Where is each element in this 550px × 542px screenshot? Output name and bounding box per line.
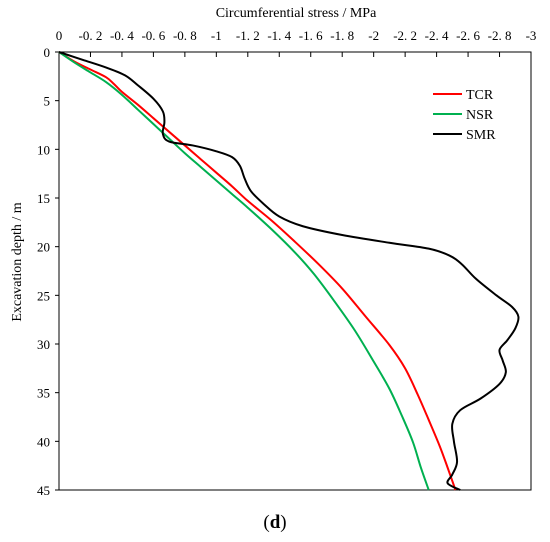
series-line-smr — [58, 51, 520, 491]
x-tick-label: -0. 4 — [110, 28, 134, 43]
x-tick-label: -2 — [368, 28, 379, 43]
x-tick-label: -2. 8 — [488, 28, 512, 43]
x-tick-label: -2. 4 — [425, 28, 449, 43]
x-axis-ticks: 0 -0. 2 -0. 4 -0. 6 -0. 8 -1 -1. 2 -1. 4 -1. 6 -1… — [56, 28, 537, 57]
x-tick-label: -2. 6 — [456, 28, 480, 43]
legend-label-nsr: NSR — [466, 108, 494, 123]
legend: TCR NSR SMR — [433, 88, 496, 143]
series-line-nsr — [58, 51, 430, 491]
x-tick-label: -1. 8 — [330, 28, 354, 43]
x-tick-label: -1. 6 — [299, 28, 323, 43]
legend-label-tcr: TCR — [466, 88, 494, 103]
caption-letter: d — [270, 512, 281, 533]
y-tick-label: 45 — [37, 483, 50, 498]
y-tick-label: 40 — [37, 434, 50, 449]
x-tick-label: 0 — [56, 28, 63, 43]
x-tick-label: -3 — [526, 28, 537, 43]
y-tick-label: 0 — [44, 45, 51, 60]
x-tick-label: -0. 6 — [141, 28, 165, 43]
y-tick-label: 35 — [37, 386, 50, 401]
y-tick-label: 20 — [37, 240, 50, 255]
x-tick-label: -1 — [211, 28, 222, 43]
x-tick-label: -1. 4 — [267, 28, 291, 43]
x-tick-label: -2. 2 — [393, 28, 417, 43]
series-line-tcr — [58, 51, 457, 491]
caption-open-paren: ( — [263, 512, 269, 533]
y-axis-ticks: 0 5 10 15 20 25 30 35 40 45 — [37, 45, 59, 498]
figure-caption: (d) — [263, 512, 286, 533]
y-tick-label: 25 — [37, 288, 50, 303]
series-lines — [58, 51, 520, 491]
y-tick-label: 10 — [37, 142, 50, 157]
plot-frame — [58, 51, 532, 491]
y-tick-label: 5 — [44, 94, 51, 109]
x-tick-label: -0. 8 — [173, 28, 197, 43]
x-tick-label: -1. 2 — [236, 28, 260, 43]
x-axis-title: Circumferential stress / MPa — [216, 6, 377, 21]
caption-close-paren: ) — [280, 512, 286, 533]
y-axis-title: Excavation depth / m — [10, 202, 25, 321]
y-tick-label: 30 — [37, 337, 50, 352]
legend-label-smr: SMR — [466, 128, 496, 143]
x-tick-label: -0. 2 — [79, 28, 103, 43]
y-tick-label: 15 — [37, 191, 50, 206]
